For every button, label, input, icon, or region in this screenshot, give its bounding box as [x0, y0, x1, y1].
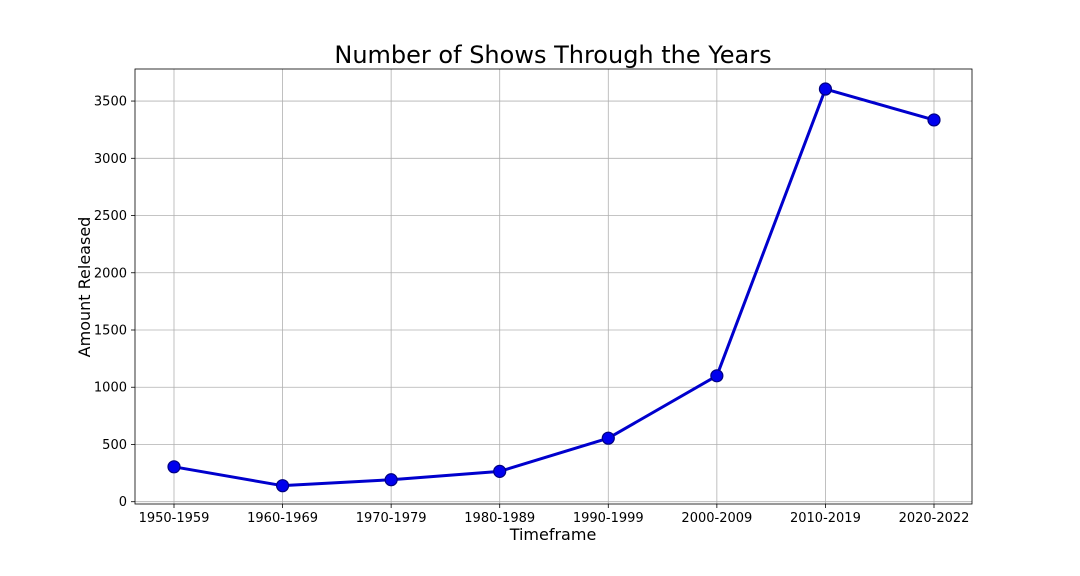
ticks-layer: 0 500 1000 1500 2000 2500 3000 3500 1950-1959 196…	[94, 95, 970, 526]
y-tick-label: 2500	[94, 209, 127, 224]
x-tick-label: 1980-1989	[464, 511, 535, 526]
x-tick-label: 2000-2009	[681, 511, 752, 526]
x-axis-label: Timeframe	[509, 525, 597, 544]
x-tick-label: 1970-1979	[356, 511, 427, 526]
data-point	[818, 82, 833, 96]
data-point	[927, 113, 941, 127]
grid-layer	[135, 69, 972, 504]
y-tick-label: 500	[102, 438, 127, 453]
y-tick-label: 1000	[94, 381, 127, 396]
y-tick-label: 3500	[94, 95, 127, 110]
x-tick-label: 1960-1969	[247, 511, 318, 526]
x-tick-label: 2010-2019	[790, 511, 861, 526]
data-point	[167, 460, 181, 474]
x-tick-label: 1950-1959	[139, 511, 210, 526]
y-tick-label: 2000	[94, 266, 127, 281]
data-point	[601, 431, 615, 445]
x-tick-label: 2020-2022	[899, 511, 970, 526]
series-line	[173, 87, 935, 488]
data-point	[384, 473, 398, 487]
data-point	[275, 479, 290, 493]
series-layer	[167, 82, 941, 493]
data-point	[710, 369, 724, 383]
x-tick-label: 1990-1999	[573, 511, 644, 526]
data-point	[493, 464, 507, 478]
plot-frame	[134, 68, 973, 505]
chart-title: Number of Shows Through the Years	[334, 41, 771, 69]
y-tick-label: 3000	[94, 152, 127, 167]
y-tick-label: 1500	[94, 324, 127, 339]
y-tick-label: 0	[119, 495, 127, 510]
y-axis-label: Amount Released	[75, 217, 94, 358]
